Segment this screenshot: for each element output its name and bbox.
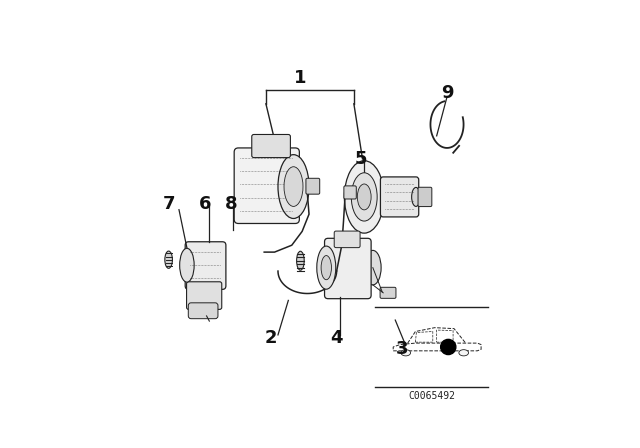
Text: C0065492: C0065492 <box>408 391 455 401</box>
FancyBboxPatch shape <box>380 287 396 298</box>
Ellipse shape <box>317 246 336 289</box>
Text: 7: 7 <box>163 195 175 213</box>
FancyBboxPatch shape <box>324 238 371 299</box>
Text: 3: 3 <box>396 340 408 358</box>
Ellipse shape <box>459 350 468 356</box>
FancyBboxPatch shape <box>185 242 226 289</box>
Ellipse shape <box>365 250 381 285</box>
Text: 2: 2 <box>265 329 277 347</box>
Ellipse shape <box>278 155 309 219</box>
Ellipse shape <box>165 251 172 268</box>
FancyBboxPatch shape <box>188 303 218 319</box>
Ellipse shape <box>321 255 332 280</box>
FancyBboxPatch shape <box>306 178 320 194</box>
Text: 8: 8 <box>225 195 237 213</box>
Ellipse shape <box>357 184 371 210</box>
Circle shape <box>441 340 456 354</box>
Ellipse shape <box>296 251 304 270</box>
Text: 1: 1 <box>294 69 307 87</box>
Text: 4: 4 <box>330 329 343 347</box>
Ellipse shape <box>412 187 420 207</box>
FancyBboxPatch shape <box>344 186 356 199</box>
Ellipse shape <box>284 167 303 207</box>
FancyBboxPatch shape <box>252 134 291 158</box>
Ellipse shape <box>344 161 384 233</box>
Text: 5: 5 <box>355 150 367 168</box>
FancyBboxPatch shape <box>187 282 221 310</box>
Text: 9: 9 <box>441 84 453 103</box>
Ellipse shape <box>351 173 377 221</box>
FancyBboxPatch shape <box>380 177 419 217</box>
FancyBboxPatch shape <box>418 187 432 207</box>
Text: 6: 6 <box>199 195 212 213</box>
Ellipse shape <box>401 350 411 356</box>
Ellipse shape <box>180 248 194 282</box>
FancyBboxPatch shape <box>234 148 300 224</box>
FancyBboxPatch shape <box>334 231 360 248</box>
